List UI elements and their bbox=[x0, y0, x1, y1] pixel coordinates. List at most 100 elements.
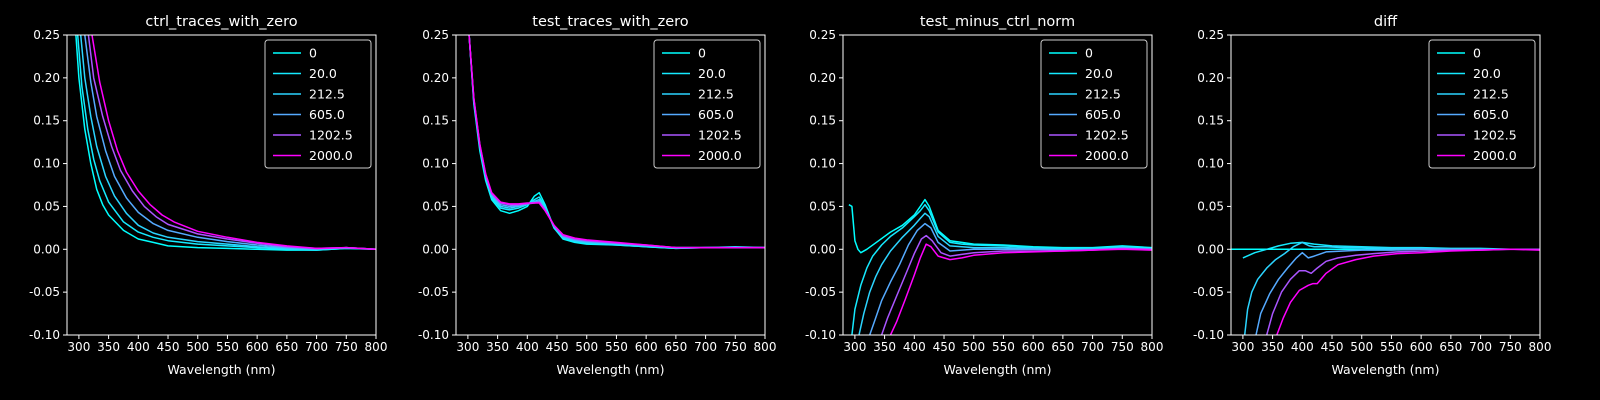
chart-panel-3: 300 350 400 450 500 550 600 650 700 750 800 -0.10 -0… bbox=[805, 14, 1164, 377]
x-tick-label: 400 bbox=[1291, 340, 1314, 354]
legend-entry-label: 605.0 bbox=[1085, 107, 1121, 122]
y-tick-label: 0.15 bbox=[809, 114, 836, 128]
x-tick-label: 300 bbox=[843, 340, 866, 354]
x-tick-label: 450 bbox=[157, 340, 180, 354]
x-tick-label: 300 bbox=[67, 340, 90, 354]
legend-entry-label: 605.0 bbox=[309, 107, 345, 122]
series-lines bbox=[1231, 241, 1540, 335]
axes-frame bbox=[1230, 34, 1541, 336]
series-line-2000.0 bbox=[91, 35, 376, 251]
series-lines bbox=[468, 35, 765, 250]
x-tick-label: 450 bbox=[546, 340, 569, 354]
y-tick-label: 0.20 bbox=[1197, 71, 1224, 85]
chart-title: test_traces_with_zero bbox=[532, 14, 689, 30]
y-tick-label: 0.20 bbox=[422, 71, 449, 85]
x-axis-label: Wavelength (nm) bbox=[944, 362, 1052, 377]
series-line-20.0 bbox=[1242, 241, 1540, 259]
series-line-1202.5 bbox=[880, 234, 1152, 335]
x-tick-label: 300 bbox=[456, 340, 479, 354]
legend-entry-label: 212.5 bbox=[1085, 87, 1121, 102]
chart-title: ctrl_traces_with_zero bbox=[145, 14, 297, 30]
legend-box bbox=[1428, 39, 1536, 169]
y-tick-label: 0.10 bbox=[33, 157, 60, 171]
y-tick-label: 0.05 bbox=[809, 199, 836, 213]
chart-panel-4: 300 350 400 450 500 550 600 650 700 750 800 -0.10 -0… bbox=[1193, 14, 1552, 377]
x-tick-label: 550 bbox=[605, 340, 628, 354]
x-tick-label: 700 bbox=[694, 340, 717, 354]
y-tick-label: -0.10 bbox=[805, 328, 836, 342]
legend-entry-label: 20.0 bbox=[1085, 66, 1113, 81]
y-tick-label: 0.05 bbox=[1197, 199, 1224, 213]
x-tick-label: 800 bbox=[1529, 340, 1552, 354]
y-tick-label: -0.05 bbox=[805, 285, 836, 299]
legend-entry-label: 212.5 bbox=[309, 87, 345, 102]
legend-entry-label: 0 bbox=[309, 46, 317, 61]
series-line-605.0 bbox=[84, 35, 376, 251]
x-tick-label: 500 bbox=[962, 340, 985, 354]
chart-title: test_minus_ctrl_norm bbox=[920, 14, 1075, 30]
series-line-212.5 bbox=[858, 212, 1152, 335]
y-tick-label: 0.00 bbox=[1197, 242, 1224, 256]
x-tick-label: 600 bbox=[635, 340, 658, 354]
x-tick-label: 550 bbox=[216, 340, 239, 354]
y-tick-label: 0.25 bbox=[809, 28, 836, 42]
legend-entry-label: 2000.0 bbox=[309, 148, 353, 163]
legend-box bbox=[653, 39, 761, 169]
x-tick-label: 400 bbox=[127, 340, 150, 354]
x-axis-label: Wavelength (nm) bbox=[557, 362, 665, 377]
axes-frame bbox=[842, 34, 1153, 336]
series-line-605.0 bbox=[868, 222, 1152, 335]
y-tick-label: 0.15 bbox=[33, 114, 60, 128]
legend-entry-label: 212.5 bbox=[698, 87, 734, 102]
y-tick-label: 0.00 bbox=[422, 242, 449, 256]
legend-entry-label: 605.0 bbox=[698, 107, 734, 122]
x-tick-label: 750 bbox=[1111, 340, 1134, 354]
x-tick-label: 750 bbox=[335, 340, 358, 354]
y-tick-label: 0.15 bbox=[1197, 114, 1224, 128]
x-tick-label: 800 bbox=[1141, 340, 1164, 354]
x-tick-label: 600 bbox=[246, 340, 269, 354]
y-tick-label: -0.10 bbox=[29, 328, 60, 342]
y-tick-label: 0.00 bbox=[809, 242, 836, 256]
series-line-605.0 bbox=[1255, 248, 1540, 335]
x-tick-label: 600 bbox=[1022, 340, 1045, 354]
series-line-0 bbox=[848, 198, 1152, 254]
x-tick-label: 350 bbox=[486, 340, 509, 354]
x-tick-label: 350 bbox=[97, 340, 120, 354]
series-line-20.0 bbox=[76, 35, 376, 251]
legend-entry-label: 20.0 bbox=[1473, 66, 1501, 81]
x-tick-label: 650 bbox=[1439, 340, 1462, 354]
y-tick-label: -0.05 bbox=[418, 285, 449, 299]
series-lines bbox=[75, 35, 376, 251]
x-tick-label: 600 bbox=[1410, 340, 1433, 354]
legend-box bbox=[264, 39, 372, 169]
y-tick-label: 0.00 bbox=[33, 242, 60, 256]
axes-frame bbox=[455, 34, 766, 336]
x-tick-label: 450 bbox=[933, 340, 956, 354]
y-tick-label: 0.15 bbox=[422, 114, 449, 128]
y-tick-label: -0.05 bbox=[1193, 285, 1224, 299]
legend-entry-label: 212.5 bbox=[1473, 87, 1509, 102]
legend-entry-label: 2000.0 bbox=[1085, 148, 1129, 163]
x-tick-label: 800 bbox=[754, 340, 777, 354]
y-tick-label: 0.05 bbox=[422, 199, 449, 213]
series-lines bbox=[848, 198, 1152, 335]
y-tick-label: 0.25 bbox=[1197, 28, 1224, 42]
legend-entry-label: 1202.5 bbox=[1473, 128, 1517, 143]
legend-entry-label: 20.0 bbox=[309, 66, 337, 81]
legend-entry-label: 605.0 bbox=[1473, 107, 1509, 122]
legend-entry-label: 0 bbox=[698, 46, 706, 61]
series-line-2000.0 bbox=[1276, 248, 1540, 335]
x-tick-label: 750 bbox=[1499, 340, 1522, 354]
series-line-1202.5 bbox=[1265, 248, 1540, 335]
chart-panel-2: 300 350 400 450 500 550 600 650 700 750 800 -0.10 -0… bbox=[418, 14, 777, 377]
legend-entry-label: 1202.5 bbox=[309, 128, 353, 143]
y-tick-label: 0.10 bbox=[1197, 157, 1224, 171]
series-line-2000.0 bbox=[468, 35, 765, 249]
y-tick-label: 0.25 bbox=[33, 28, 60, 42]
x-tick-label: 350 bbox=[873, 340, 896, 354]
x-tick-label: 300 bbox=[1231, 340, 1254, 354]
series-line-212.5 bbox=[1243, 241, 1540, 335]
legend-entry-label: 1202.5 bbox=[1085, 128, 1129, 143]
